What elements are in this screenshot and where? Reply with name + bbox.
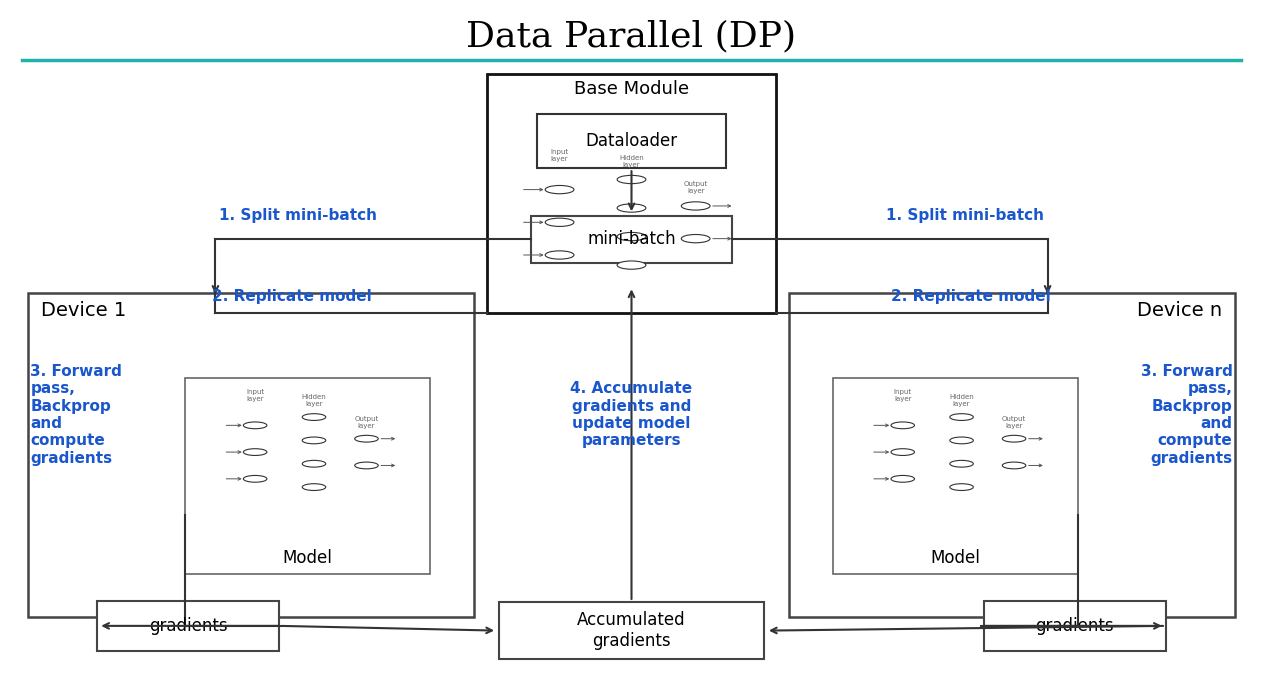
Text: Model: Model <box>283 549 332 567</box>
Text: 3. Forward
pass,
Backprop
and
compute
gradients: 3. Forward pass, Backprop and compute gr… <box>1140 364 1233 466</box>
Text: mini-batch: mini-batch <box>587 230 676 248</box>
Text: Model: Model <box>931 549 980 567</box>
Bar <box>488 74 775 313</box>
Ellipse shape <box>950 413 974 420</box>
Text: 1. Split mini-batch: 1. Split mini-batch <box>220 208 378 223</box>
Text: Hidden
layer: Hidden layer <box>950 394 974 407</box>
Text: 2. Replicate model: 2. Replicate model <box>892 289 1051 304</box>
Text: 2. Replicate model: 2. Replicate model <box>212 289 371 304</box>
Text: Hidden
layer: Hidden layer <box>302 394 326 407</box>
Ellipse shape <box>244 449 266 456</box>
Ellipse shape <box>681 234 710 243</box>
Text: Output
layer: Output layer <box>1002 415 1027 428</box>
Ellipse shape <box>618 204 645 212</box>
Text: 4. Accumulate
gradients and
update model
parameters: 4. Accumulate gradients and update model… <box>571 381 692 448</box>
Bar <box>530 216 733 263</box>
Text: Input
layer: Input layer <box>246 389 264 402</box>
Bar <box>984 601 1166 651</box>
Ellipse shape <box>244 422 266 429</box>
Ellipse shape <box>302 413 326 420</box>
Bar <box>499 602 764 659</box>
Ellipse shape <box>1003 462 1026 469</box>
Text: Output
layer: Output layer <box>683 181 707 194</box>
Ellipse shape <box>302 460 326 467</box>
Ellipse shape <box>950 484 974 490</box>
Ellipse shape <box>1003 435 1026 442</box>
Text: Output
layer: Output layer <box>355 415 379 428</box>
Text: gradients: gradients <box>149 617 227 635</box>
Ellipse shape <box>890 422 914 429</box>
Text: 1. Split mini-batch: 1. Split mini-batch <box>885 208 1043 223</box>
Ellipse shape <box>355 462 379 469</box>
Ellipse shape <box>890 475 914 482</box>
Ellipse shape <box>355 435 379 442</box>
Ellipse shape <box>890 449 914 456</box>
Ellipse shape <box>618 176 645 184</box>
Ellipse shape <box>546 218 573 227</box>
Bar <box>186 378 431 573</box>
Ellipse shape <box>950 437 974 444</box>
Text: Input
layer: Input layer <box>551 148 568 161</box>
Bar <box>788 294 1235 618</box>
Bar <box>97 601 279 651</box>
Text: Dataloader: Dataloader <box>586 132 677 151</box>
Ellipse shape <box>618 261 645 269</box>
Ellipse shape <box>302 437 326 444</box>
Ellipse shape <box>302 484 326 490</box>
Text: Accumulated
gradients: Accumulated gradients <box>577 612 686 650</box>
Text: Data Parallel (DP): Data Parallel (DP) <box>466 20 797 54</box>
Text: gradients: gradients <box>1036 617 1114 635</box>
Ellipse shape <box>950 460 974 467</box>
Text: Hidden
layer: Hidden layer <box>619 155 644 168</box>
Text: Device 1: Device 1 <box>40 301 126 320</box>
Ellipse shape <box>546 251 573 259</box>
Ellipse shape <box>546 185 573 194</box>
Text: 3. Forward
pass,
Backprop
and
compute
gradients: 3. Forward pass, Backprop and compute gr… <box>30 364 123 466</box>
Ellipse shape <box>244 475 266 482</box>
Text: Input
layer: Input layer <box>894 389 912 402</box>
Bar <box>832 378 1077 573</box>
Text: Base Module: Base Module <box>573 80 690 99</box>
Bar <box>537 114 726 168</box>
Bar <box>28 294 475 618</box>
Ellipse shape <box>618 232 645 240</box>
Text: Device n: Device n <box>1138 301 1223 320</box>
Ellipse shape <box>681 202 710 210</box>
